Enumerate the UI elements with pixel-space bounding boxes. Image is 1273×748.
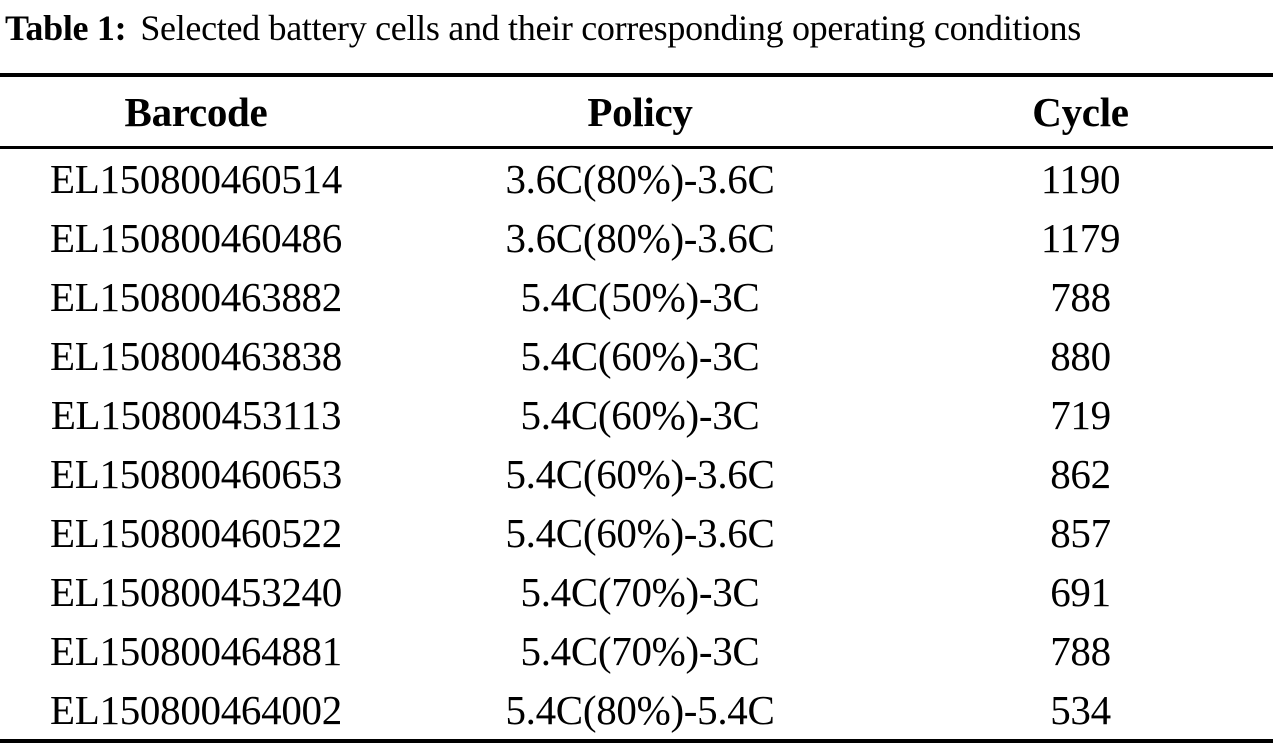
cycle-cell: 788 <box>1050 273 1111 320</box>
caption-text: Selected battery cells and their corresp… <box>140 8 1081 48</box>
barcode-cell: EL150800460522 <box>50 509 342 556</box>
barcode-cell: EL150800464881 <box>50 627 342 674</box>
table-row: EL150800460653 5.4C(60%)-3.6C 862 <box>0 444 1273 503</box>
cycle-cell: 719 <box>1050 391 1111 438</box>
table-row: EL150800460522 5.4C(60%)-3.6C 857 <box>0 503 1273 562</box>
policy-cell: 3.6C(80%)-3.6C <box>505 155 775 202</box>
table-row: EL150800464881 5.4C(70%)-3C 788 <box>0 621 1273 680</box>
barcode-cell: EL150800463882 <box>50 273 342 320</box>
policy-cell: 5.4C(50%)-3C <box>520 273 760 320</box>
cycle-cell: 1179 <box>1040 214 1121 261</box>
cycle-cell: 1190 <box>1040 155 1121 202</box>
table-row: EL150800453113 5.4C(60%)-3C 719 <box>0 385 1273 444</box>
policy-cell: 5.4C(60%)-3.6C <box>505 450 775 497</box>
barcode-cell: EL150800464002 <box>50 686 342 733</box>
header-row: Barcode Policy Cycle <box>0 75 1273 149</box>
table-row: EL150800460514 3.6C(80%)-3.6C 1190 <box>0 148 1273 209</box>
table-row: EL150800463838 5.4C(60%)-3C 880 <box>0 326 1273 385</box>
cycle-cell: 788 <box>1050 627 1111 674</box>
table-row: EL150800453240 5.4C(70%)-3C 691 <box>0 562 1273 621</box>
caption-label: Table 1: <box>5 8 127 48</box>
column-header-cycle: Cycle <box>888 75 1273 149</box>
cycle-cell: 691 <box>1050 568 1111 615</box>
policy-cell: 3.6C(80%)-3.6C <box>505 214 775 261</box>
table-row: EL150800463882 5.4C(50%)-3C 788 <box>0 267 1273 326</box>
policy-cell: 5.4C(60%)-3C <box>520 332 760 379</box>
barcode-cell: EL150800460514 <box>50 155 342 202</box>
cycle-cell: 857 <box>1050 509 1111 556</box>
policy-cell: 5.4C(70%)-3C <box>520 568 760 615</box>
policy-cell: 5.4C(80%)-5.4C <box>505 686 775 733</box>
battery-cells-table: Barcode Policy Cycle EL150800460514 3.6C… <box>0 73 1273 743</box>
barcode-cell: EL150800460653 <box>50 450 342 497</box>
barcode-cell: EL150800460486 <box>50 214 342 261</box>
policy-cell: 5.4C(60%)-3C <box>520 391 760 438</box>
cycle-cell: 862 <box>1050 450 1111 497</box>
table-header: Barcode Policy Cycle <box>0 75 1273 149</box>
table-row: EL150800460486 3.6C(80%)-3.6C 1179 <box>0 208 1273 267</box>
policy-cell: 5.4C(60%)-3.6C <box>505 509 775 556</box>
cycle-cell: 880 <box>1050 332 1111 379</box>
table-caption: Table 1: Selected battery cells and their… <box>0 0 1273 73</box>
table-row: EL150800464002 5.4C(80%)-5.4C 534 <box>0 680 1273 741</box>
cycle-cell: 534 <box>1050 686 1111 733</box>
barcode-cell: EL150800463838 <box>50 332 342 379</box>
barcode-cell: EL150800453113 <box>50 391 342 438</box>
column-header-barcode: Barcode <box>0 75 392 149</box>
table-body: EL150800460514 3.6C(80%)-3.6C 1190 EL150… <box>0 148 1273 742</box>
barcode-cell: EL150800453240 <box>50 568 342 615</box>
column-header-policy: Policy <box>392 75 888 149</box>
policy-cell: 5.4C(70%)-3C <box>520 627 760 674</box>
